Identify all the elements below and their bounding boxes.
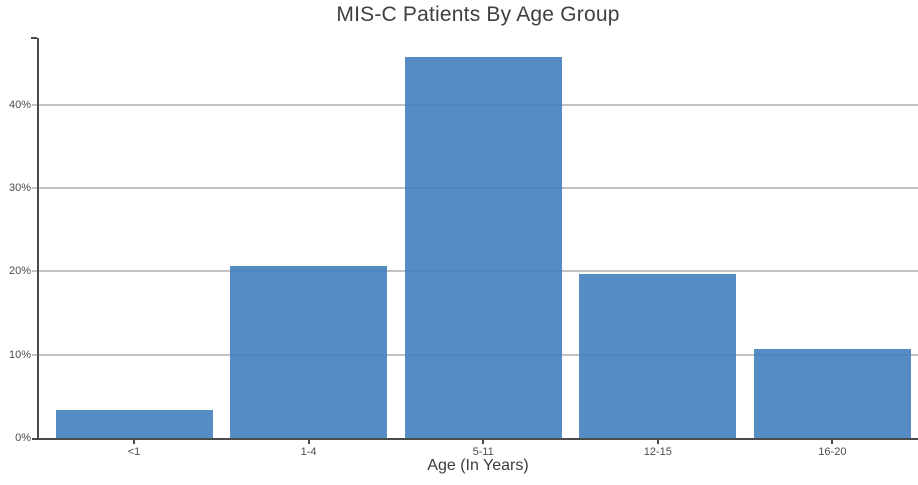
x-tick-mark [482, 440, 485, 444]
y-tick-label: 0% [15, 432, 31, 444]
x-axis-title: Age (In Years) [427, 457, 529, 474]
bar[interactable] [753, 348, 911, 438]
x-tick-mark [133, 440, 135, 444]
y-tick-label: 20% [8, 265, 31, 278]
x-tick-mark [831, 440, 834, 444]
x-tick-label: <1 [127, 446, 141, 458]
y-tick-label: 30% [8, 182, 31, 194]
y-tick-mark [32, 438, 37, 440]
x-tick-mark [656, 440, 659, 444]
chart-title: MIS-C Patients By Age Group [336, 3, 620, 26]
x-tick-mark [307, 440, 310, 444]
y-tick-label: 10% [8, 348, 31, 361]
y-axis-line [37, 38, 39, 440]
bar[interactable] [230, 265, 388, 438]
x-tick-label: 12-15 [643, 446, 672, 458]
bar[interactable] [55, 409, 213, 438]
bar[interactable] [404, 57, 562, 438]
y-axis-top-tick [31, 37, 37, 39]
bar[interactable] [579, 273, 737, 438]
y-tick-label: 40% [8, 98, 31, 111]
x-tick-label: 5-11 [472, 446, 494, 458]
x-axis-line [37, 438, 918, 440]
x-tick-label: 1-4 [300, 446, 317, 458]
x-tick-label: 16-20 [818, 446, 847, 458]
